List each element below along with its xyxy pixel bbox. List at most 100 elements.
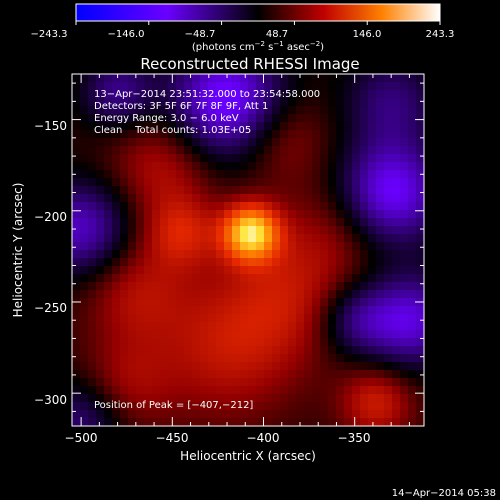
heatmap-cell — [128, 170, 137, 179]
heatmap-cell — [136, 370, 145, 379]
heatmap-cell — [208, 354, 217, 363]
heatmap-cell — [376, 98, 385, 107]
heatmap-cell — [176, 82, 185, 91]
heatmap-cell — [272, 82, 281, 91]
heatmap-cell — [328, 106, 337, 115]
heatmap-cell — [240, 266, 249, 275]
heatmap-cell — [416, 322, 425, 331]
heatmap-cell — [224, 234, 233, 243]
heatmap-cell — [248, 322, 257, 331]
heatmap-cell — [360, 138, 369, 147]
heatmap-cell — [208, 194, 217, 203]
heatmap-cell — [256, 234, 265, 243]
heatmap-cell — [224, 178, 233, 187]
heatmap-cell — [336, 122, 345, 131]
heatmap-cell — [120, 242, 129, 251]
heatmap-cell — [408, 338, 417, 347]
heatmap-cell — [392, 218, 401, 227]
heatmap-cell — [128, 114, 137, 123]
heatmap-cell — [184, 146, 193, 155]
heatmap-cell — [328, 138, 337, 147]
heatmap-cell — [144, 122, 153, 131]
heatmap-cell — [72, 114, 81, 123]
heatmap-cell — [200, 202, 209, 211]
heatmap-cell — [168, 258, 177, 267]
heatmap-cell — [368, 130, 377, 139]
heatmap-cell — [408, 418, 417, 427]
heatmap-cell — [240, 162, 249, 171]
heatmap-cell — [320, 282, 329, 291]
heatmap-cell — [264, 314, 273, 323]
heatmap-cell — [264, 186, 273, 195]
heatmap-cell — [400, 226, 409, 235]
heatmap-cell — [168, 314, 177, 323]
heatmap-cell — [200, 322, 209, 331]
heatmap-cell — [296, 130, 305, 139]
heatmap-cell — [136, 82, 145, 91]
heatmap-cell — [120, 386, 129, 395]
heatmap-cell — [192, 386, 201, 395]
heatmap-cell — [264, 138, 273, 147]
heatmap-cell — [288, 162, 297, 171]
heatmap-cell — [200, 242, 209, 251]
heatmap-cell — [256, 186, 265, 195]
heatmap-cell — [144, 170, 153, 179]
heatmap-cell — [416, 274, 425, 283]
heatmap-cell — [272, 314, 281, 323]
heatmap-cell — [152, 130, 161, 139]
heatmap-cell — [288, 90, 297, 99]
heatmap-cell — [144, 194, 153, 203]
heatmap-cell — [200, 162, 209, 171]
heatmap-cell — [400, 322, 409, 331]
heatmap-cell — [408, 410, 417, 419]
heatmap-cell — [216, 210, 225, 219]
heatmap-cell — [104, 90, 113, 99]
heatmap-cell — [416, 218, 425, 227]
heatmap-cell — [152, 82, 161, 91]
heatmap-cell — [272, 178, 281, 187]
heatmap-cell — [312, 226, 321, 235]
heatmap-cell — [336, 98, 345, 107]
heatmap-cell — [184, 162, 193, 171]
heatmap-cell — [192, 242, 201, 251]
heatmap-cell — [320, 146, 329, 155]
heatmap-cell — [80, 82, 89, 91]
heatmap-cell — [184, 322, 193, 331]
heatmap-cell — [344, 114, 353, 123]
heatmap-cell — [208, 178, 217, 187]
heatmap-cell — [240, 362, 249, 371]
heatmap-cell — [80, 266, 89, 275]
heatmap-cell — [392, 266, 401, 275]
heatmap-cell — [296, 242, 305, 251]
heatmap-cell — [328, 242, 337, 251]
heatmap-cell — [176, 186, 185, 195]
heatmap-cell — [216, 346, 225, 355]
heatmap-cell — [104, 314, 113, 323]
heatmap-cell — [160, 130, 169, 139]
heatmap-cell — [272, 202, 281, 211]
heatmap-cell — [288, 362, 297, 371]
heatmap-cell — [160, 218, 169, 227]
heatmap-cell — [72, 378, 81, 387]
colorbar-tick-label: 146.0 — [353, 29, 382, 40]
heatmap-cell — [176, 258, 185, 267]
heatmap-cell — [88, 82, 97, 91]
heatmap-cell — [256, 106, 265, 115]
heatmap-cell — [80, 394, 89, 403]
heatmap-cell — [152, 74, 161, 83]
heatmap-cell — [280, 250, 289, 259]
heatmap-cell — [128, 218, 137, 227]
heatmap-cell — [320, 346, 329, 355]
heatmap-cell — [224, 418, 233, 427]
heatmap-cell — [144, 330, 153, 339]
heatmap-cell — [136, 234, 145, 243]
heatmap-cell — [344, 378, 353, 387]
heatmap-cell — [344, 170, 353, 179]
heatmap-cell — [232, 338, 241, 347]
heatmap-cell — [296, 154, 305, 163]
heatmap-cell — [88, 210, 97, 219]
heatmap-cell — [256, 250, 265, 259]
heatmap-cell — [256, 202, 265, 211]
heatmap-cell — [352, 298, 361, 307]
heatmap-cell — [272, 98, 281, 107]
